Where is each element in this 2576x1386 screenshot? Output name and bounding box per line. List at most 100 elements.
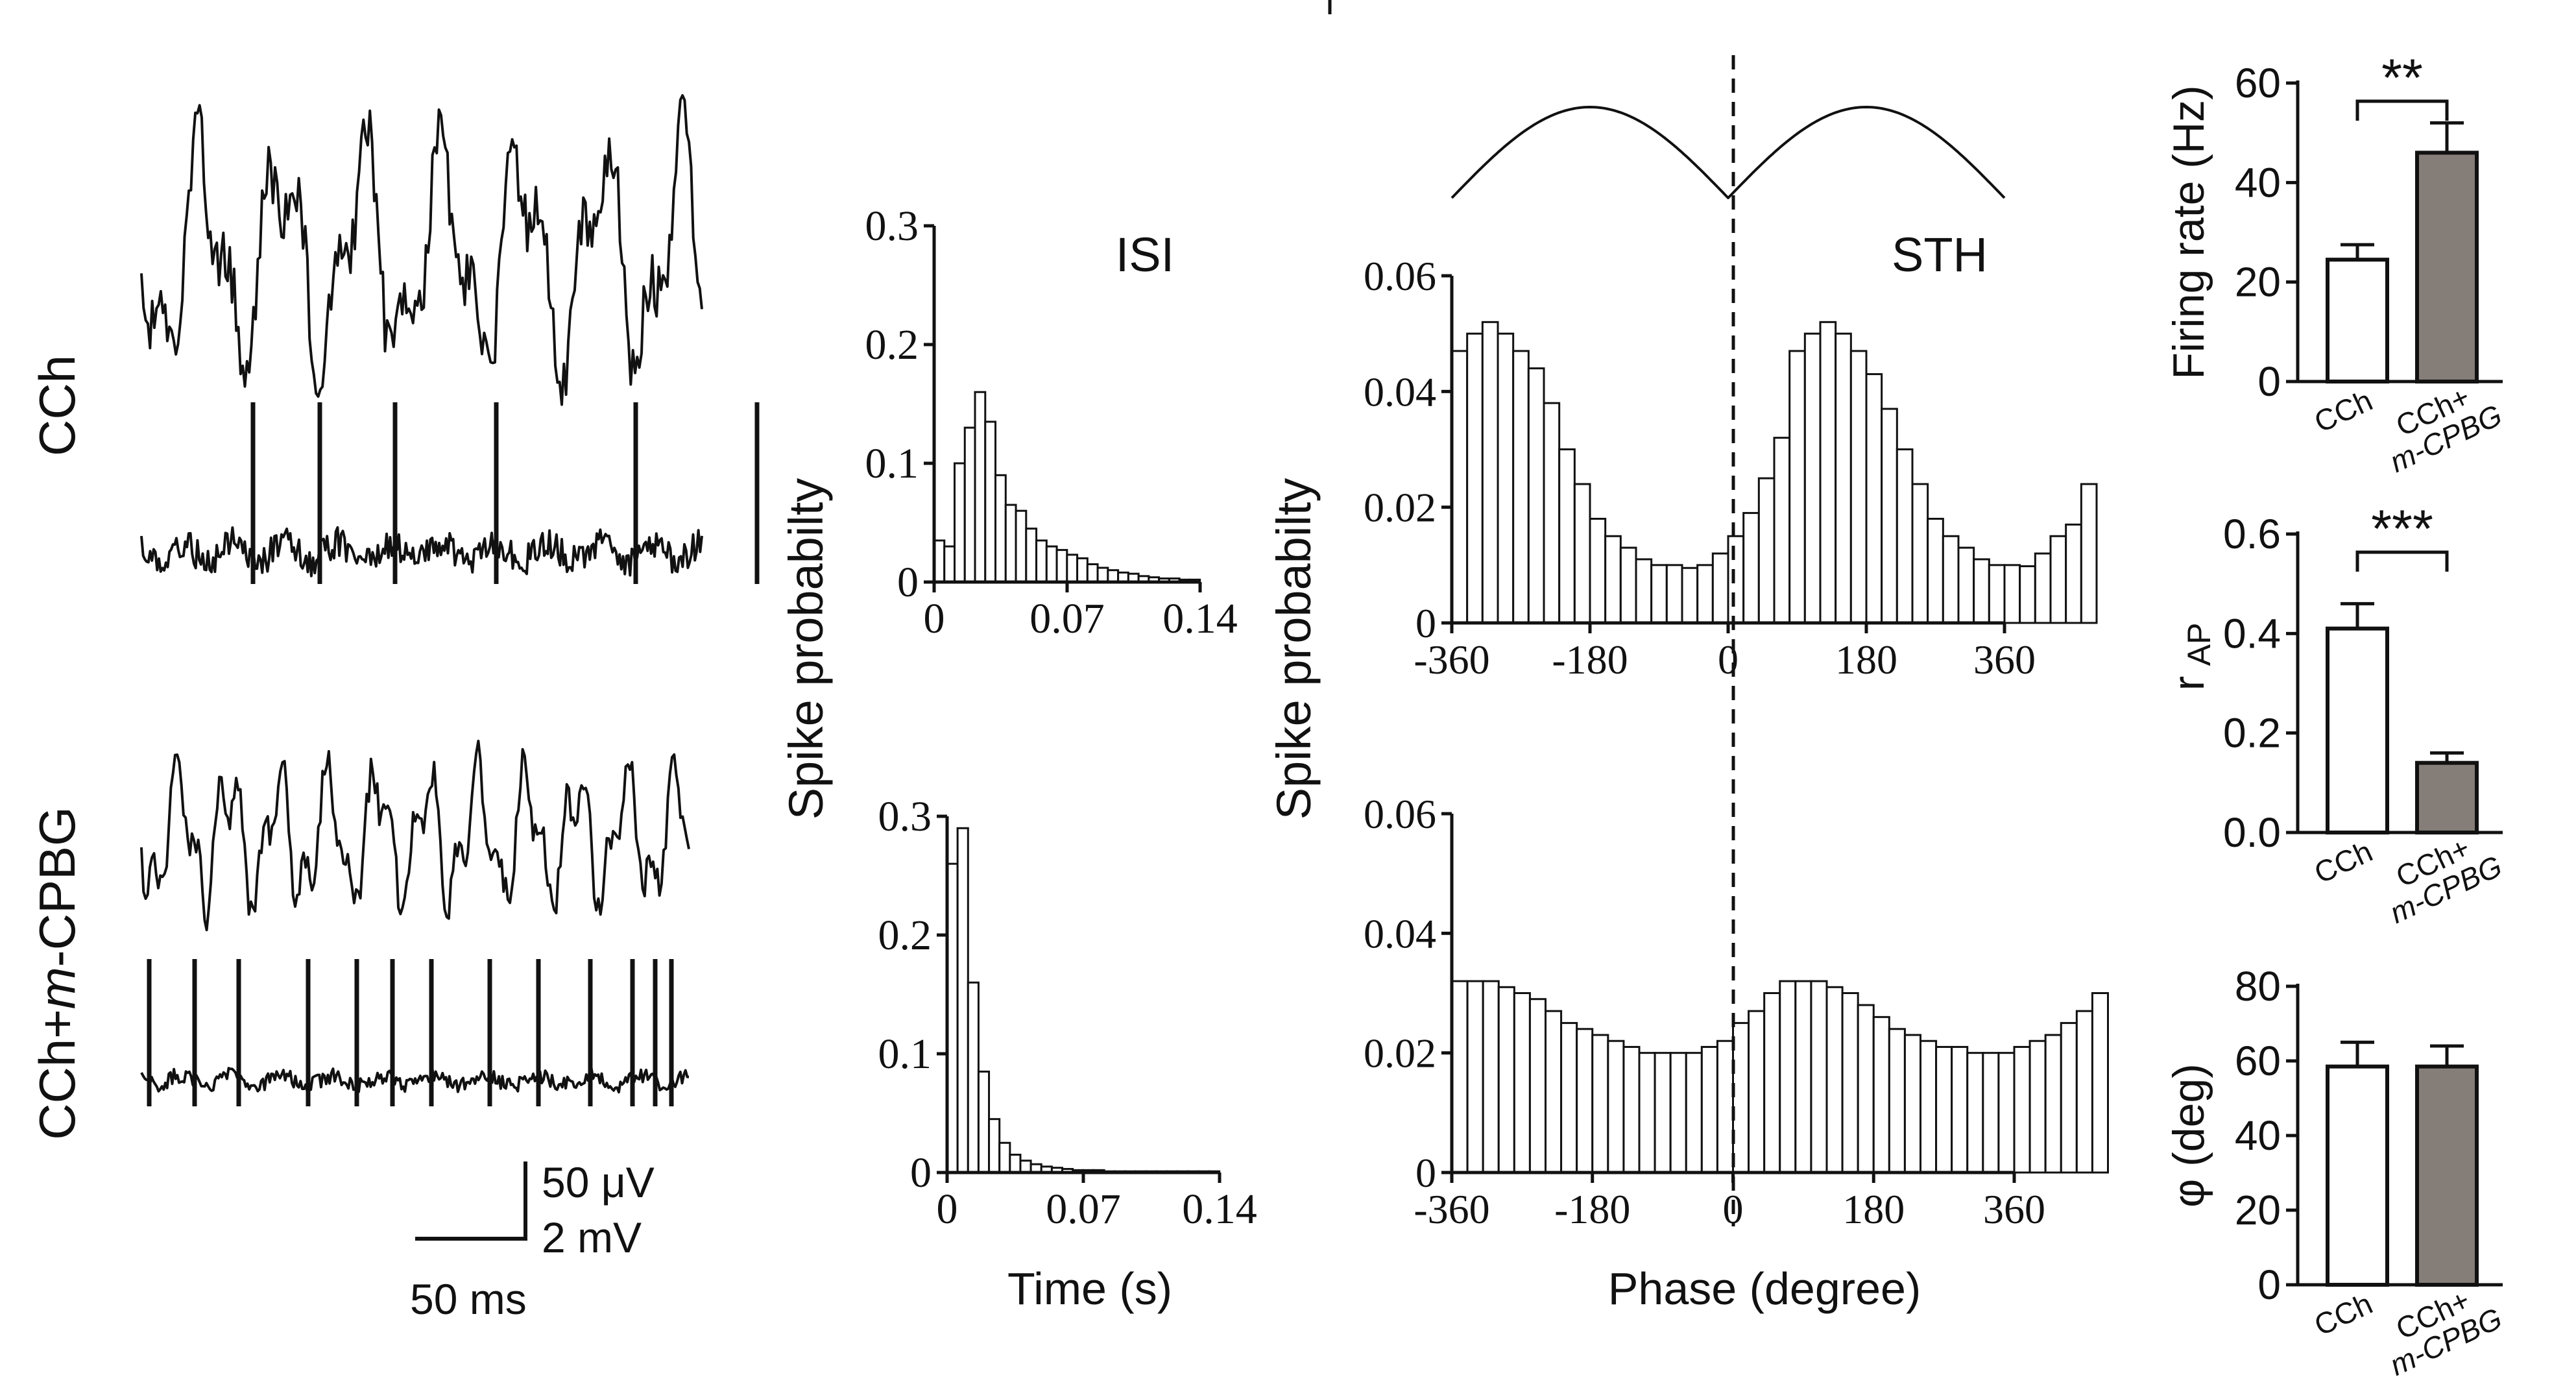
histogram-bar bbox=[1591, 1034, 1609, 1174]
y-tick-label: 0.2 bbox=[878, 912, 932, 959]
histogram-bar bbox=[1025, 528, 1038, 583]
histogram-title: STH bbox=[1892, 228, 1988, 282]
histogram-bar bbox=[1857, 1004, 1875, 1174]
histogram-bar bbox=[1589, 518, 1607, 624]
y-tick-label: 0 bbox=[2257, 358, 2281, 405]
histogram-bar bbox=[1009, 1154, 1022, 1174]
y-tick-label: 0 bbox=[910, 1149, 932, 1197]
histogram-bar bbox=[2091, 992, 2110, 1174]
row-label-cch-mcpbg-pre: CCh+ bbox=[29, 1009, 86, 1140]
histogram-bar bbox=[1045, 545, 1058, 583]
y-tick-label: 0.02 bbox=[1364, 485, 1436, 531]
histogram-bar bbox=[1654, 1052, 1672, 1174]
sth-xlabel: Phase (degree) bbox=[1608, 1263, 1921, 1314]
histogram-bar bbox=[2013, 1045, 2031, 1174]
y-axis-label: φ (deg) bbox=[2164, 1064, 2213, 1208]
summary-bar bbox=[2415, 760, 2479, 834]
y-tick-label: 0.2 bbox=[865, 321, 919, 369]
histogram-bar bbox=[1497, 986, 1515, 1174]
histogram-bar bbox=[956, 827, 969, 1174]
y-tick-label: 0.1 bbox=[878, 1030, 932, 1078]
histogram-bar bbox=[1482, 980, 1500, 1174]
histogram-bar bbox=[1997, 1052, 2016, 1174]
histogram-bar bbox=[1481, 321, 1499, 624]
histogram-bar bbox=[1966, 1052, 1984, 1174]
row-label-cch-mcpbg-post: -CPBG bbox=[29, 807, 86, 967]
scale-label-time: 50 ms bbox=[410, 1275, 527, 1323]
histogram-bar bbox=[1841, 992, 1859, 1174]
histogram-bar bbox=[1810, 980, 1828, 1174]
histogram-bar bbox=[1935, 1045, 1953, 1174]
histogram-bar bbox=[1881, 407, 1898, 624]
row-label-cch-mcpbg: CCh+m-CPBG bbox=[29, 807, 86, 1140]
significance-stars: *** bbox=[2371, 500, 2433, 559]
summary-bar bbox=[2326, 626, 2389, 835]
histogram-bar bbox=[1757, 477, 1776, 624]
summary-bar bbox=[2326, 1064, 2389, 1287]
histogram-bar bbox=[2003, 564, 2021, 624]
spike-group-cch-mcpbg bbox=[147, 959, 674, 1106]
y-tick-label: 0.4 bbox=[2223, 610, 2281, 657]
x-tick-label: 0.14 bbox=[1182, 1185, 1257, 1233]
histogram-bar bbox=[998, 1141, 1011, 1174]
y-tick-label: 0 bbox=[897, 559, 919, 606]
histogram-bar bbox=[1015, 509, 1028, 583]
histogram-bar bbox=[1711, 552, 1729, 624]
histogram-bar bbox=[1545, 1010, 1563, 1174]
histogram-bar bbox=[1988, 564, 2006, 624]
histogram-bar bbox=[1788, 350, 1806, 624]
histogram-bar bbox=[1576, 1028, 1594, 1174]
y-tick-label: 0 bbox=[1415, 600, 1436, 646]
y-tick-label: 0.3 bbox=[865, 202, 919, 250]
histogram-bar bbox=[1872, 1015, 1890, 1174]
y-axis-label-subscript: AP bbox=[2181, 623, 2217, 666]
histogram-bar bbox=[1107, 569, 1120, 583]
histogram-bar bbox=[1650, 564, 1668, 624]
histogram-bar bbox=[1004, 504, 1017, 583]
histogram-bar bbox=[1896, 448, 1914, 624]
summary-bar bbox=[2415, 1064, 2479, 1287]
histogram-bar bbox=[2080, 483, 2098, 624]
histogram-bar bbox=[1819, 321, 1837, 624]
histogram-bar bbox=[1865, 373, 1883, 624]
x-tick-label: -180 bbox=[1554, 1186, 1630, 1232]
isi-histogram-top: 0 0.1 0.2 0.3 0 0.07 0.14 ISI bbox=[865, 202, 1238, 642]
histogram-bar bbox=[2034, 552, 2052, 624]
histogram-bar bbox=[1927, 518, 1944, 624]
histogram-bar bbox=[1512, 350, 1530, 624]
summary-bar bbox=[2326, 258, 2389, 383]
row-label-cch: CCh bbox=[29, 355, 86, 456]
histogram-bar bbox=[977, 1070, 991, 1174]
histogram-bar bbox=[1742, 512, 1760, 624]
histogram-bar bbox=[1635, 558, 1653, 624]
y-tick-label: 0 bbox=[1415, 1150, 1436, 1196]
y-tick-label: 0.3 bbox=[878, 793, 932, 840]
histogram-bar bbox=[1466, 332, 1484, 624]
y-tick-label: 40 bbox=[2235, 159, 2281, 206]
y-tick-label: 0.04 bbox=[1364, 910, 1436, 956]
histogram-bar bbox=[1019, 1160, 1032, 1174]
scale-label-voltage1: 50 μV bbox=[542, 1158, 655, 1206]
significance-stars: ** bbox=[2381, 49, 2423, 108]
y-tick-label: 0.02 bbox=[1364, 1030, 1436, 1076]
histogram-bar bbox=[1560, 1022, 1578, 1174]
isi-ylabel: Spike probabilty bbox=[779, 478, 833, 820]
y-tick-label: 0.04 bbox=[1364, 369, 1436, 415]
histogram-bar bbox=[1513, 992, 1531, 1174]
histogram-bar bbox=[994, 474, 1007, 583]
histogram-bar bbox=[1066, 553, 1079, 583]
histogram-bar bbox=[1803, 332, 1822, 624]
histogram-bar bbox=[1035, 539, 1048, 583]
histogram-bar bbox=[1665, 564, 1683, 624]
histogram-bar bbox=[943, 545, 956, 583]
histogram-bar bbox=[963, 426, 976, 583]
histogram-bar bbox=[2019, 565, 2036, 624]
histogram-bar bbox=[1825, 986, 1844, 1174]
y-tick-label: 0.0 bbox=[2223, 809, 2281, 856]
x-tick-label: 180 bbox=[1842, 1186, 1905, 1232]
histogram-bar bbox=[954, 462, 966, 583]
histogram-bar bbox=[1466, 980, 1484, 1174]
